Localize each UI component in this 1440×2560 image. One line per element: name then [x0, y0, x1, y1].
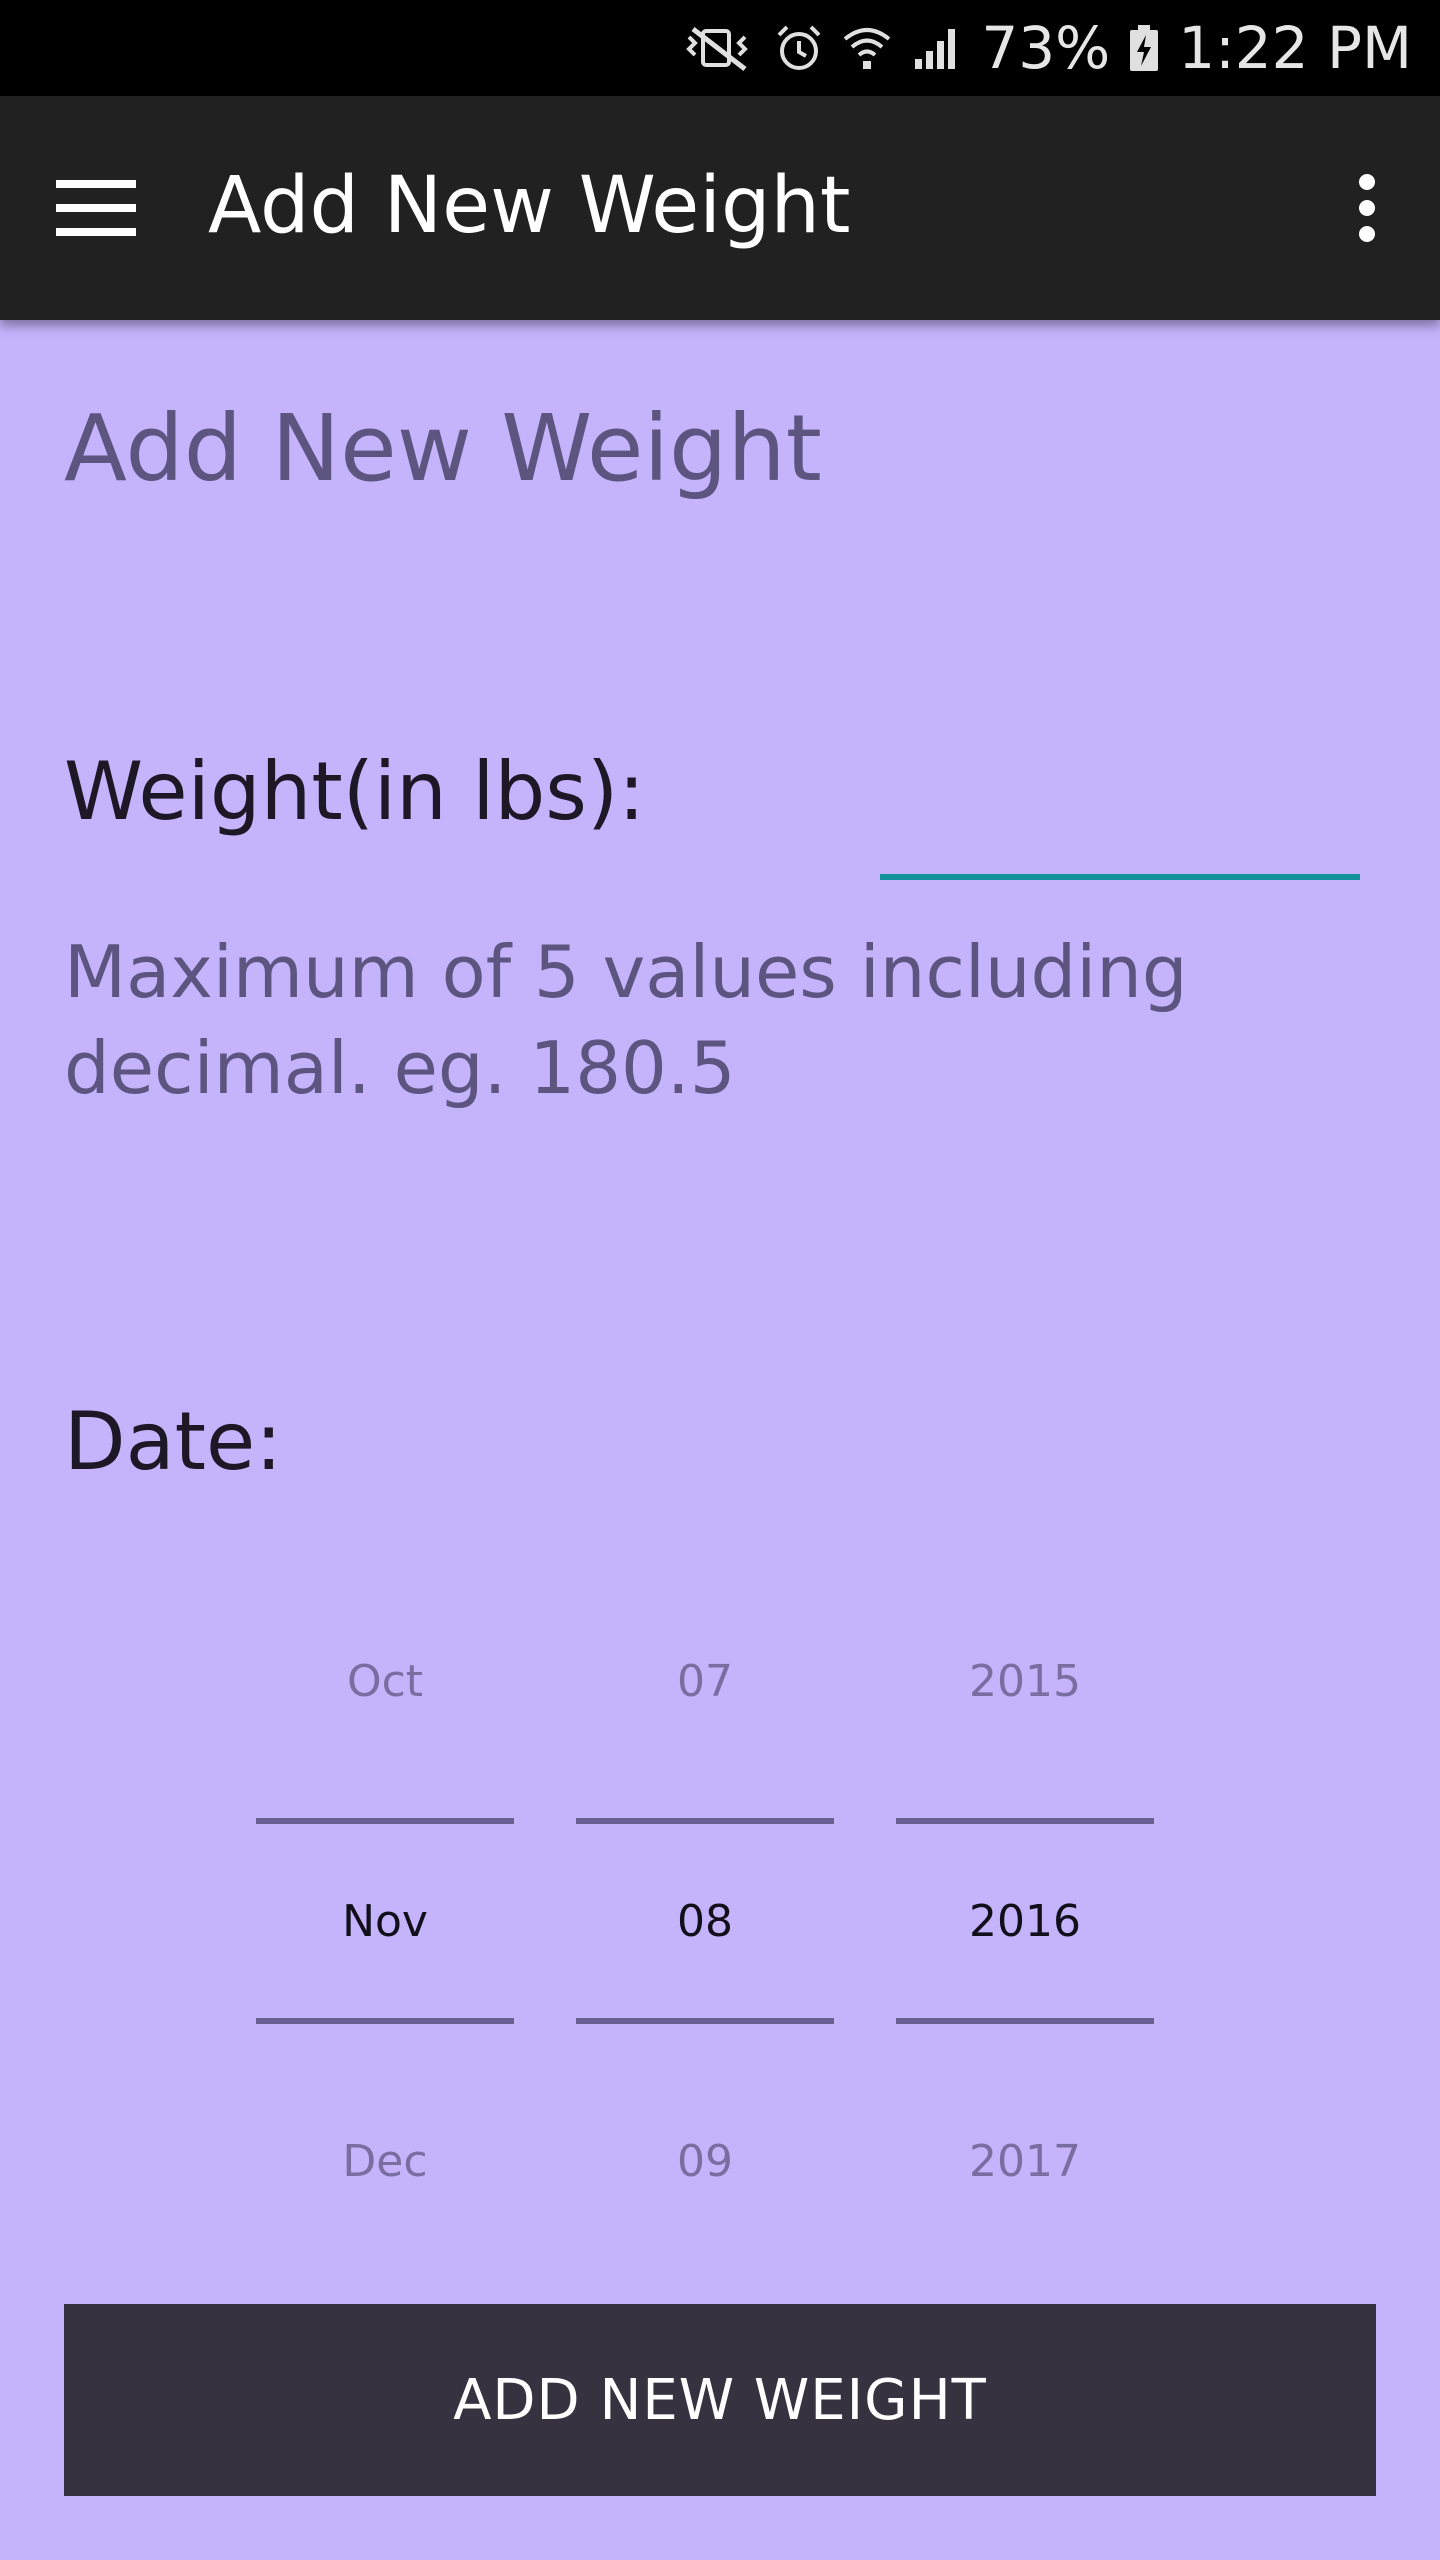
year-next[interactable]: 2017 — [969, 2136, 1081, 2187]
month-prev[interactable]: Oct — [346, 1656, 424, 1707]
day-picker[interactable]: 07 08 09 — [576, 1640, 834, 2240]
vibrate-mute-icon — [683, 23, 757, 73]
clock: 1:22 PM — [1178, 14, 1412, 82]
picker-divider — [256, 2018, 514, 2024]
battery-percent: 73% — [981, 14, 1111, 82]
month-current[interactable]: Nov — [342, 1896, 428, 1947]
weight-label: Weight(in lbs): — [64, 745, 646, 838]
weight-input[interactable] — [880, 780, 1360, 880]
page-title: Add New Weight — [64, 395, 822, 502]
battery-charging-icon — [1128, 23, 1160, 73]
weight-hint: Maximum of 5 values including decimal. e… — [64, 930, 1188, 1110]
picker-divider — [576, 2018, 834, 2024]
status-icons: 73% 1:22 PM — [683, 0, 1412, 96]
app-bar-title: Add New Weight — [208, 161, 851, 251]
day-current[interactable]: 08 — [677, 1896, 733, 1947]
day-prev[interactable]: 07 — [677, 1656, 733, 1707]
picker-divider — [256, 1818, 514, 1824]
picker-divider — [896, 2018, 1154, 2024]
month-picker[interactable]: Oct Nov Dec — [256, 1640, 514, 2240]
year-prev[interactable]: 2015 — [969, 1656, 1081, 1707]
day-next[interactable]: 09 — [677, 2136, 733, 2187]
wifi-icon — [841, 23, 893, 73]
app-bar: Add New Weight — [0, 96, 1440, 320]
alarm-icon — [775, 23, 823, 73]
picker-divider — [576, 1818, 834, 1824]
status-bar: 73% 1:22 PM — [0, 0, 1440, 96]
picker-divider — [896, 1818, 1154, 1824]
month-next[interactable]: Dec — [342, 2136, 428, 2187]
more-vert-icon[interactable] — [1332, 162, 1402, 254]
date-label: Date: — [64, 1395, 283, 1488]
year-picker[interactable]: 2015 2016 2017 — [896, 1640, 1154, 2240]
add-new-weight-button[interactable]: ADD NEW WEIGHT — [64, 2304, 1376, 2496]
year-current[interactable]: 2016 — [969, 1896, 1081, 1947]
cell-signal-icon — [911, 23, 963, 73]
hamburger-menu-icon[interactable] — [38, 166, 148, 250]
